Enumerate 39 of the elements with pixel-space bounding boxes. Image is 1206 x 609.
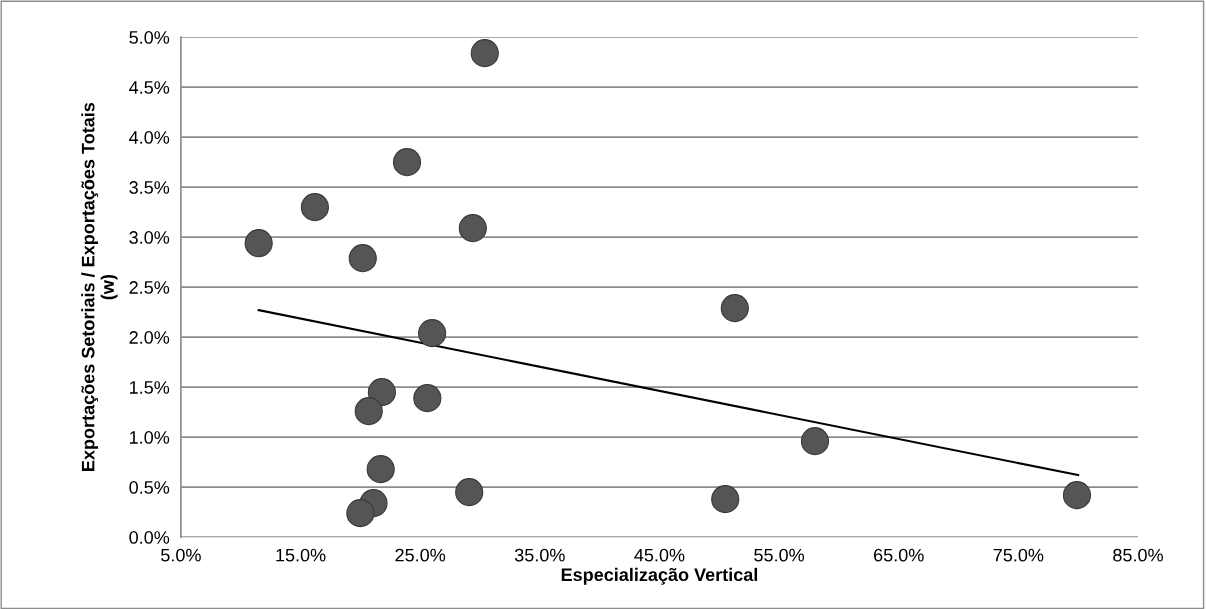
point: [455, 478, 484, 507]
point: [346, 499, 375, 528]
x-tick-label: 85.0%: [1113, 548, 1163, 562]
x-tick-label: 15.0%: [276, 548, 326, 562]
y-tick-label: 1.5%: [130, 381, 170, 394]
point: [300, 193, 329, 222]
x-tick-label: 25.0%: [395, 548, 446, 562]
point: [348, 244, 377, 273]
point: [366, 455, 395, 484]
y-tick-label: 4.0%: [129, 131, 170, 144]
point: [800, 427, 830, 456]
point: [244, 229, 273, 258]
y-tick-label: 5.0%: [129, 31, 170, 44]
point: [470, 39, 499, 68]
point: [1062, 481, 1092, 510]
y-tick-label: 2.0%: [129, 331, 170, 344]
point: [392, 148, 422, 177]
point: [354, 397, 383, 426]
point: [367, 378, 396, 407]
x-tick-label: 35.0%: [514, 548, 565, 562]
x-tick-label: 45.0%: [634, 548, 685, 562]
y-tick-label: 2.5%: [129, 281, 170, 294]
y-tick-label: 0.0%: [129, 531, 170, 544]
x-tick-label: 75.0%: [993, 548, 1044, 562]
point: [720, 294, 749, 323]
x-axis-title: Especialização Vertical: [561, 567, 758, 585]
y-tick-label: 3.5%: [129, 181, 170, 194]
point: [458, 214, 487, 243]
x-tick-label: 5.0%: [161, 548, 201, 562]
y-tick-label: 4.5%: [129, 81, 170, 94]
y-axis-title: Exportações Setoriais / Exportações Totais (w): [81, 102, 118, 471]
y-tick-label: 1.0%: [130, 431, 170, 444]
point: [418, 319, 447, 348]
x-tick-label: 65.0%: [874, 548, 924, 562]
point: [413, 384, 442, 413]
y-tick-label: 3.0%: [129, 231, 170, 244]
point: [711, 485, 740, 514]
x-tick-label: 55.0%: [754, 548, 805, 562]
y-tick-label: 0.5%: [129, 481, 170, 494]
